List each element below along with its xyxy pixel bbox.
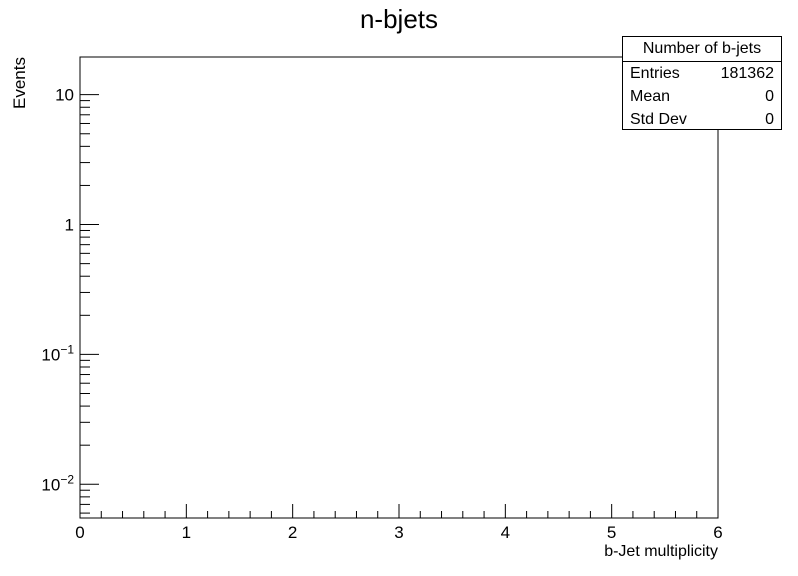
x-tick-label: 0 xyxy=(75,523,84,542)
stats-value: 0 xyxy=(765,88,774,105)
x-tick-label: 6 xyxy=(713,523,722,542)
x-tick-label: 4 xyxy=(501,523,510,542)
x-axis-label: b-Jet multiplicity xyxy=(604,543,718,560)
x-tick-label: 3 xyxy=(394,523,403,542)
chart-title: n-bjets xyxy=(359,4,439,34)
y-tick-label: 1 xyxy=(65,216,74,235)
x-tick-label: 5 xyxy=(607,523,616,542)
y-tick-label: 10 xyxy=(55,86,74,105)
stats-row-entries: Entries 181362 xyxy=(623,62,781,85)
y-tick-label: 10−2 xyxy=(41,472,74,494)
stats-label: Mean xyxy=(630,88,671,105)
stats-label: Entries xyxy=(630,65,680,82)
y-tick-label: 10−1 xyxy=(41,342,74,364)
y-axis-label: Events xyxy=(10,57,29,109)
stats-row-mean: Mean 0 xyxy=(623,85,781,108)
stats-value: 181362 xyxy=(720,65,774,82)
stats-box-title: Number of b-jets xyxy=(623,37,781,62)
x-tick-label: 1 xyxy=(182,523,191,542)
stats-value: 0 xyxy=(765,111,774,128)
stats-row-stddev: Std Dev 0 xyxy=(623,108,781,131)
x-tick-label: 2 xyxy=(288,523,297,542)
stats-box: Number of b-jets Entries 181362 Mean 0 S… xyxy=(622,36,782,130)
stats-label: Std Dev xyxy=(630,111,687,128)
